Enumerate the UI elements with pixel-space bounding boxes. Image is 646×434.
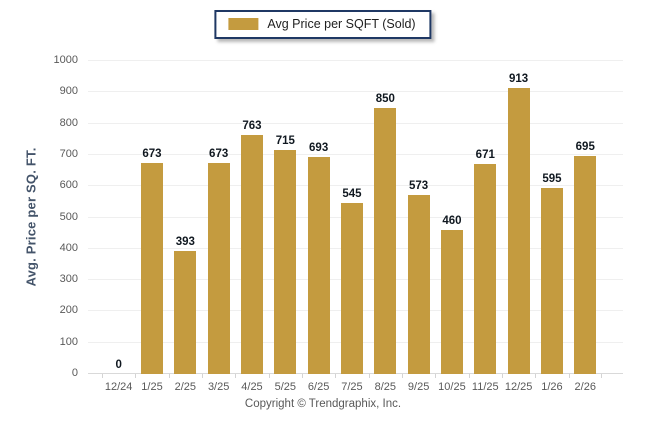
legend-label: Avg Price per SQFT (Sold) [267,17,416,31]
y-tick-label: 600 [59,179,78,192]
x-tick-label: 10/25 [438,381,466,393]
bar-value-label: 460 [442,215,462,228]
bar-slot: 545 7/25 [335,61,368,393]
x-tick-label: 3/25 [207,381,230,393]
bar-value-label: 693 [309,142,329,155]
bar-5/25 [274,150,297,374]
legend-swatch-icon [228,18,259,30]
y-tick-label: 1000 [53,54,78,66]
bar-value-label: 763 [242,120,262,133]
y-tick-label: 800 [59,116,78,129]
bar-slot: 393 2/25 [168,61,202,393]
bar-slot: 693 6/25 [301,61,335,393]
bar-value-label: 913 [509,73,529,86]
x-tick-label: 1/26 [541,381,563,393]
x-axis-tick [435,374,437,378]
x-axis-tick [235,374,237,378]
y-tick-label: 200 [59,304,78,317]
bar-7/25 [340,203,363,374]
plot-area: 0 12/24 673 1/25 393 2/25 673 3/25 763 4/25 715 5/2… [88,60,623,393]
bar-slot: 763 4/25 [235,61,268,393]
bar-slot: 913 12/25 [501,61,535,393]
bar-value-label: 715 [275,135,295,148]
x-tick-label: 11/25 [471,381,499,393]
legend: Avg Price per SQFT (Sold) [214,10,432,39]
bar-6/25 [307,157,330,374]
x-axis-tick [102,374,103,378]
x-axis-tick [601,374,602,378]
bar-value-label: 673 [142,148,162,161]
y-tick-label: 400 [59,241,78,254]
bar-2/26 [574,156,597,374]
x-tick-label: 2/26 [574,381,596,393]
copyright-text: Copyright © Trendgraphix, Inc. [244,398,402,410]
bar-1/25 [140,163,163,374]
bar-1/26 [540,187,563,374]
y-tick-label: 300 [59,273,78,286]
x-tick-label: 12/25 [504,381,533,393]
x-tick-label: 7/25 [341,381,363,393]
bar-value-label: 850 [375,92,395,105]
bar-value-label: 595 [542,172,562,185]
x-tick-label: 8/25 [374,381,396,393]
bar-value-label: 0 [115,359,122,371]
gridline [88,185,623,187]
bar-slot: 595 1/26 [535,61,568,393]
gridline [88,122,623,124]
bar-3/25 [207,163,230,374]
x-axis-tick [368,374,370,378]
bar-slot: 671 11/25 [468,61,502,393]
bar-value-label: 695 [575,141,595,154]
x-tick-label: 2/25 [174,381,197,393]
x-axis-tick [201,374,203,378]
y-tick-label: 900 [59,85,78,98]
x-axis-tick [301,374,303,378]
bar-slot: 573 9/25 [401,61,435,393]
bar-slot: 673 1/25 [135,61,168,393]
bar-8/25 [374,107,397,374]
x-tick-label: 1/25 [141,381,163,393]
bar-9/25 [407,194,430,374]
bar-10/25 [440,230,463,374]
x-axis-tick [168,374,170,378]
y-tick-label: 100 [59,335,78,348]
x-tick-label: 6/25 [307,381,330,393]
bar-2/25 [174,251,197,374]
x-axis-tick [268,374,270,378]
bar-slot: 715 5/25 [268,61,302,393]
gridline [88,153,623,155]
x-tick-label: 4/25 [241,381,263,393]
x-axis-tick [135,374,137,378]
y-tick-label: 500 [59,210,78,223]
x-tick-label: 12/24 [104,381,133,393]
bar-value-label: 545 [342,188,362,201]
x-axis-tick [535,374,537,378]
bar-value-label: 393 [175,236,195,248]
y-tick-label: 700 [59,147,78,160]
bar-11/25 [474,163,497,374]
bar-slot: 460 10/25 [435,61,468,393]
y-tick-label: 0 [71,367,78,379]
bar-12/25 [507,88,530,374]
gridline [88,91,623,93]
x-tick-label: 9/25 [407,381,430,393]
bar-slot: 0 12/24 [102,61,135,393]
bar-4/25 [240,135,263,374]
bar-value-label: 573 [409,179,429,192]
x-axis-tick [468,374,470,378]
x-axis-tick [401,374,403,378]
x-axis-tick [335,374,337,378]
bars-container: 0 12/24 673 1/25 393 2/25 673 3/25 763 4/25 715 5/2… [102,61,602,393]
bar-slot: 673 3/25 [201,61,235,393]
bar-slot: 695 2/26 [568,61,602,393]
gridline [88,60,623,61]
x-axis-tick [568,374,570,378]
bar-value-label: 671 [475,148,495,161]
x-tick-label: 5/25 [274,381,297,393]
x-axis-tick [501,374,503,378]
bar-value-label: 673 [209,148,229,161]
bar-slot: 850 8/25 [368,61,402,393]
